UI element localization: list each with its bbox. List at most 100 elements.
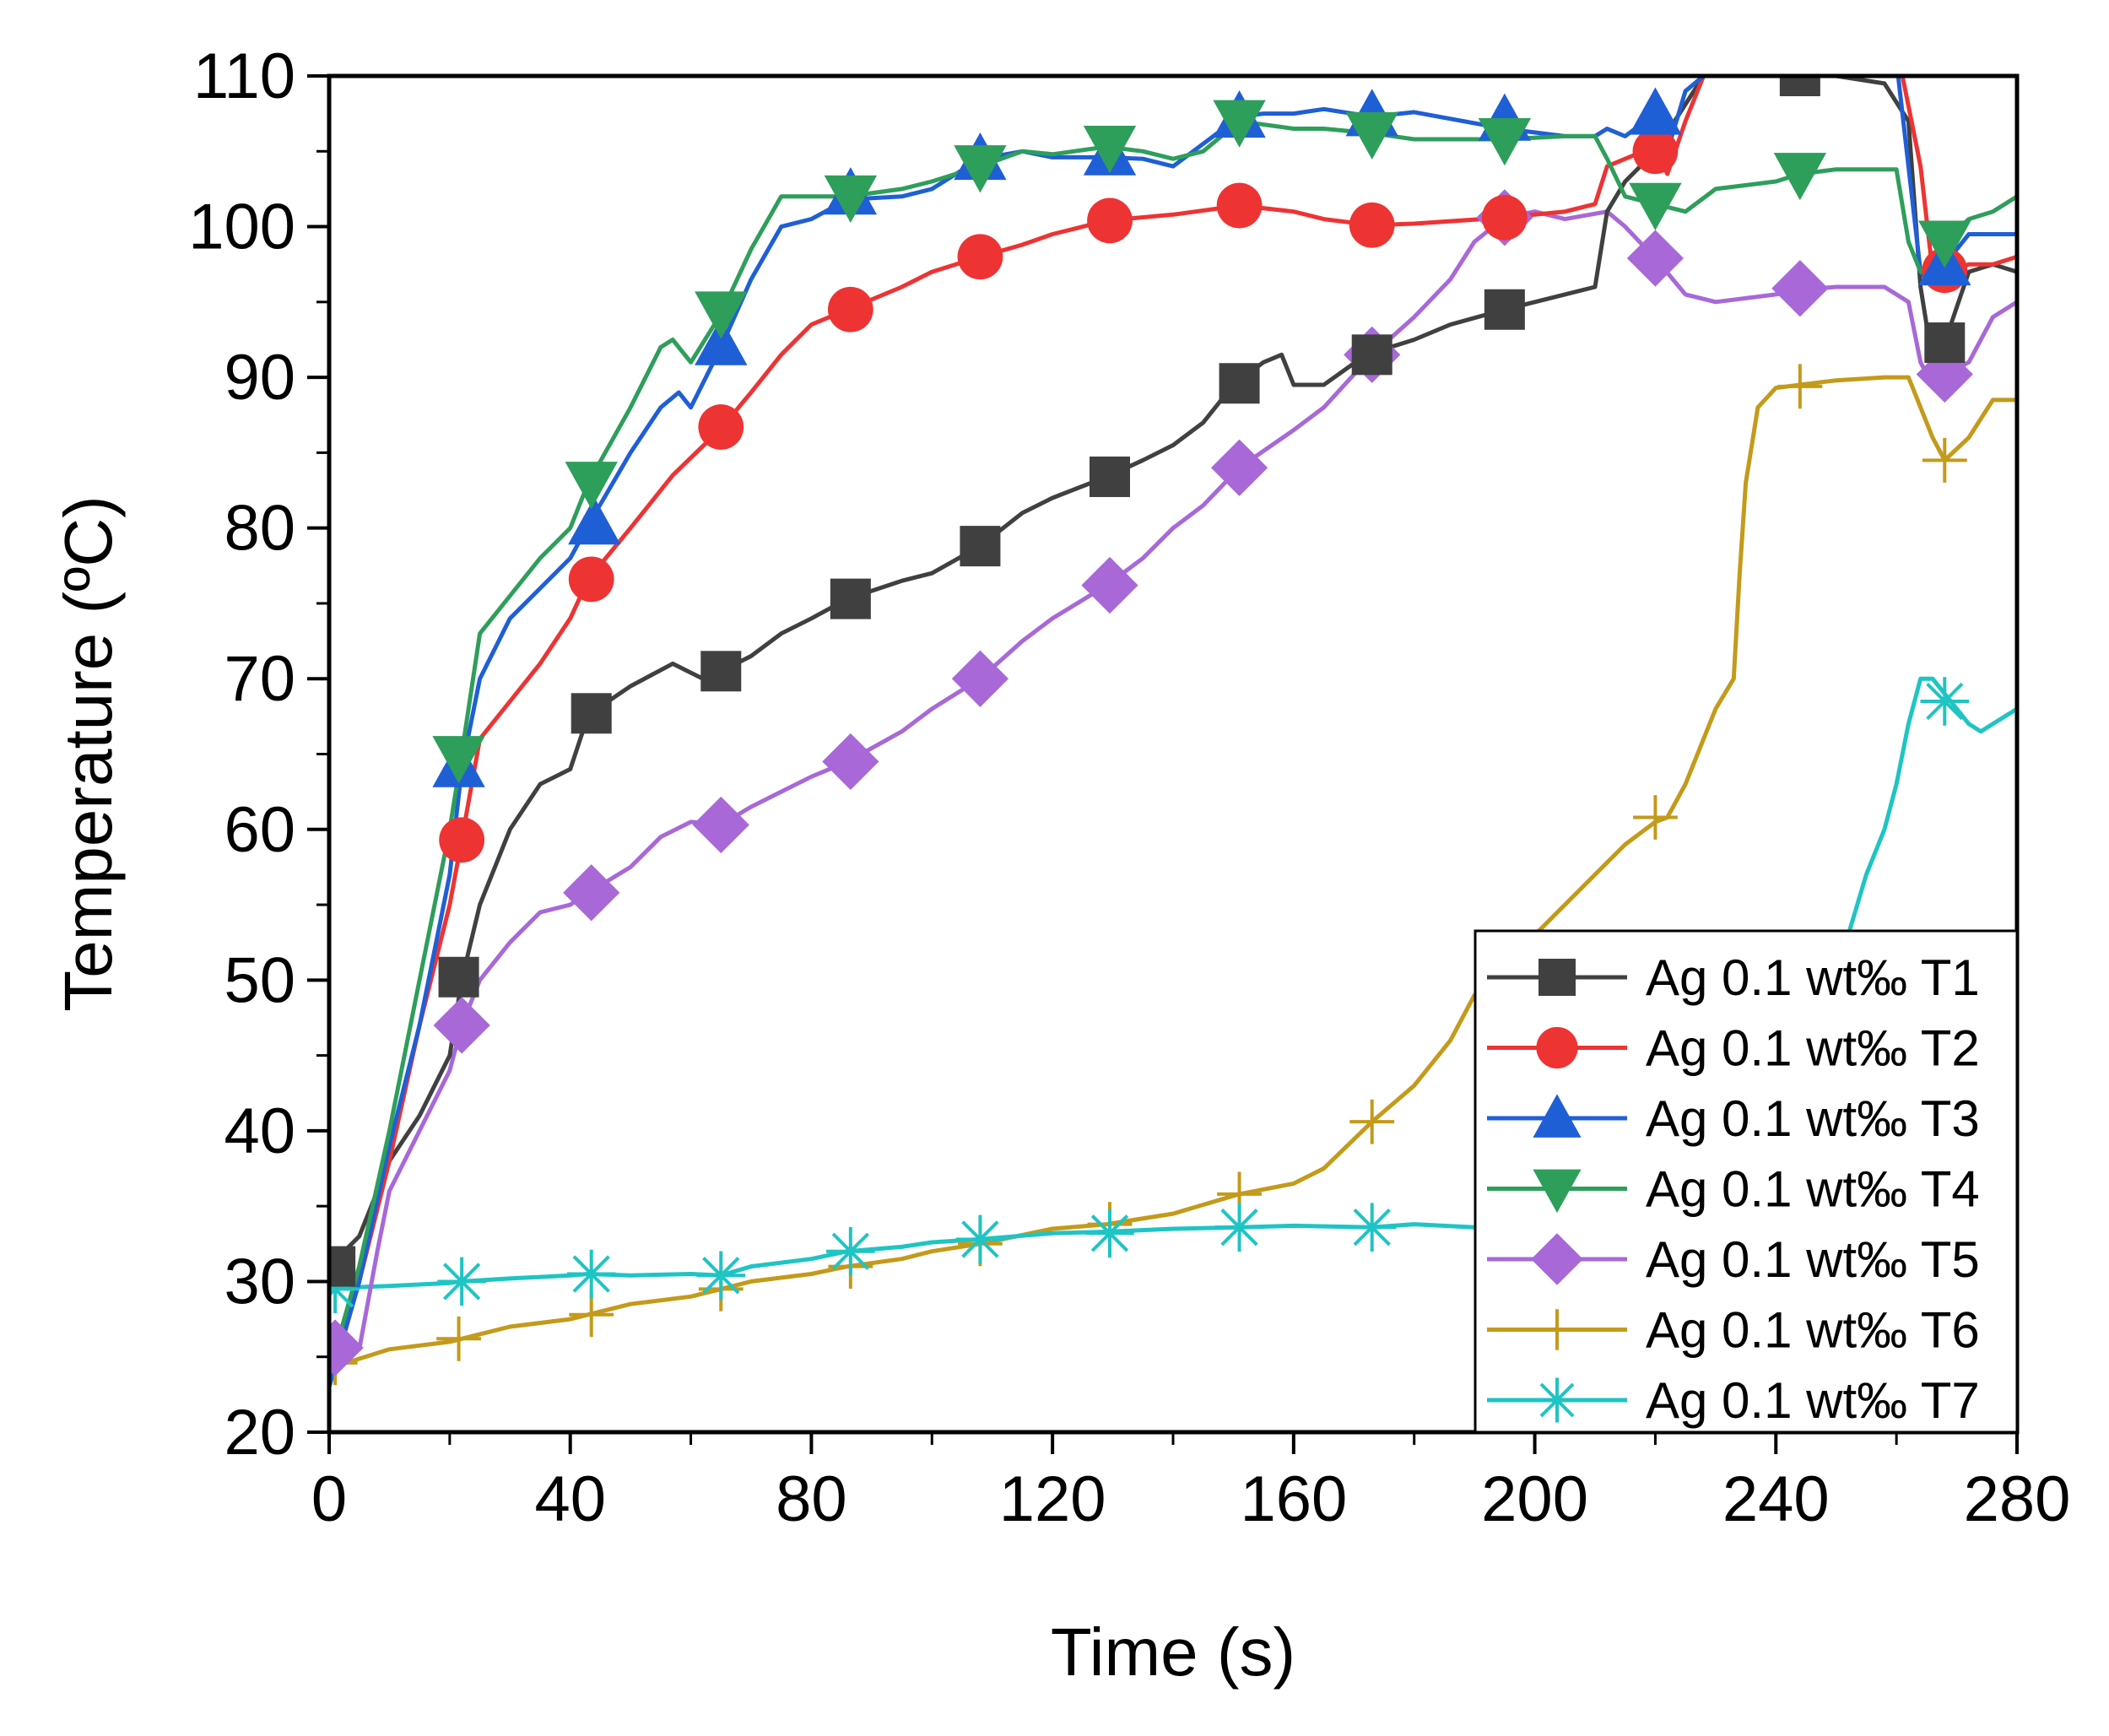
- legend-marker: [1533, 1169, 1582, 1214]
- x-tick-label: 120: [999, 1463, 1106, 1535]
- data-marker-t4: [954, 145, 1007, 193]
- y-tick-label: 60: [224, 794, 295, 866]
- data-marker-t1: [700, 651, 742, 692]
- x-tick-label: 160: [1240, 1463, 1347, 1535]
- y-tick-label: 30: [224, 1246, 295, 1317]
- data-marker-t2: [439, 817, 485, 863]
- legend-label: Ag 0.1 wt‰ T3: [1646, 1090, 1980, 1147]
- data-marker-t6: [436, 1316, 481, 1361]
- legend-label: Ag 0.1 wt‰ T7: [1646, 1372, 1980, 1429]
- data-marker-t1: [438, 956, 479, 998]
- data-marker-t5: [1771, 260, 1829, 317]
- data-marker-t5: [1081, 556, 1138, 614]
- legend-marker: [1536, 1026, 1578, 1069]
- x-tick-label: 240: [1722, 1463, 1830, 1535]
- legend-label: Ag 0.1 wt‰ T5: [1646, 1231, 1980, 1288]
- data-marker-t5: [329, 1319, 364, 1376]
- data-marker-t1: [1351, 334, 1392, 376]
- data-marker-t4: [1083, 125, 1137, 174]
- data-marker-t5: [822, 733, 879, 791]
- data-marker-t5: [951, 650, 1009, 707]
- axes-layer: 0 40 80 120 160 200 240 280 20 30 40 50 60 70 80 90 100 1…: [188, 41, 2070, 1535]
- data-marker-t4: [1345, 111, 1398, 160]
- series-line-t3: [329, 76, 2017, 1388]
- legend-marker: [1536, 1309, 1578, 1350]
- data-marker-t2: [1087, 197, 1133, 244]
- x-tick-label: 0: [311, 1463, 347, 1535]
- x-tick-label: 280: [1964, 1463, 2071, 1535]
- x-tick-label: 200: [1481, 1463, 1588, 1535]
- series-layer: [329, 76, 2017, 1388]
- y-axis-title: Temperature (ºC): [51, 495, 126, 1012]
- data-marker-t1: [1924, 322, 1966, 364]
- data-marker-t6: [1922, 437, 1967, 483]
- data-marker-t6: [1349, 1099, 1395, 1144]
- legend-label: Ag 0.1 wt‰ T4: [1646, 1161, 1980, 1218]
- legend-marker: [1534, 1377, 1580, 1423]
- marker-layer: [329, 76, 1973, 1386]
- data-marker-t5: [433, 997, 490, 1054]
- x-tick-label: 80: [776, 1463, 847, 1535]
- series-line-t6: [329, 375, 2017, 1374]
- data-marker-t7: [955, 1214, 1005, 1264]
- data-marker-t4: [432, 736, 485, 784]
- data-marker-t7: [1214, 1203, 1264, 1252]
- data-marker-t4: [1773, 153, 1827, 201]
- data-marker-t5: [563, 864, 620, 922]
- data-marker-t7: [437, 1257, 486, 1306]
- data-marker-t7: [826, 1226, 875, 1276]
- data-marker-t5: [1626, 230, 1684, 287]
- legend-marker: [1538, 959, 1576, 996]
- data-marker-t2: [1216, 182, 1263, 229]
- data-marker-t1: [1219, 363, 1260, 404]
- data-marker-t4: [695, 291, 748, 339]
- data-marker-t4: [1918, 220, 1971, 268]
- y-tick-label: 70: [224, 643, 295, 715]
- y-tick-label: 20: [224, 1397, 295, 1468]
- data-marker-t2: [1481, 194, 1528, 241]
- y-tick-label: 110: [193, 41, 295, 112]
- legend-marker: [1533, 1094, 1582, 1138]
- data-marker-t2: [1349, 202, 1395, 248]
- data-marker-t6: [569, 1292, 614, 1338]
- data-marker-t7: [566, 1249, 616, 1299]
- data-marker-t1: [1484, 289, 1525, 330]
- y-tick-label: 100: [188, 192, 295, 263]
- data-marker-t4: [565, 462, 618, 510]
- data-marker-t7: [1085, 1209, 1134, 1258]
- y-tick-label: 40: [224, 1095, 295, 1167]
- x-tick-label: 40: [534, 1463, 606, 1535]
- data-marker-t7: [696, 1251, 746, 1301]
- legend-label: Ag 0.1 wt‰ T6: [1646, 1302, 1980, 1359]
- legend-label: Ag 0.1 wt‰ T2: [1646, 1020, 1980, 1077]
- data-marker-t1: [960, 526, 1001, 567]
- data-marker-t2: [827, 286, 873, 333]
- data-marker-t6: [1633, 795, 1678, 840]
- data-marker-t4: [1478, 118, 1532, 166]
- series-line-t1: [329, 76, 2017, 1268]
- data-marker-t1: [571, 693, 612, 734]
- legend: Ag 0.1 wt‰ T1 Ag 0.1 wt‰ T2 Ag 0.1 wt‰ T3 A…: [1474, 929, 2019, 1434]
- data-marker-t4: [824, 175, 878, 224]
- data-marker-t3: [695, 317, 748, 365]
- data-marker-t5: [692, 796, 749, 854]
- y-tick-label: 90: [224, 342, 295, 414]
- legend-marker: [1531, 1233, 1583, 1285]
- data-marker-t3: [1629, 87, 1682, 135]
- data-marker-t6: [1777, 364, 1823, 409]
- x-axis-title: Time (s): [1051, 1614, 1295, 1690]
- data-marker-t1: [1090, 456, 1130, 497]
- data-marker-t2: [698, 404, 744, 450]
- y-tick-label: 50: [224, 944, 295, 1016]
- data-marker-t4: [1629, 182, 1682, 230]
- data-marker-t4: [1213, 100, 1266, 148]
- data-marker-t2: [957, 234, 1003, 280]
- legend-label: Ag 0.1 wt‰ T1: [1646, 949, 1980, 1006]
- data-marker-t2: [568, 556, 614, 603]
- data-marker-t7: [1347, 1203, 1397, 1252]
- data-marker-t1: [830, 578, 871, 619]
- data-marker-t5: [1210, 439, 1268, 496]
- data-marker-t1: [1779, 76, 1820, 96]
- data-marker-t1: [329, 1246, 356, 1287]
